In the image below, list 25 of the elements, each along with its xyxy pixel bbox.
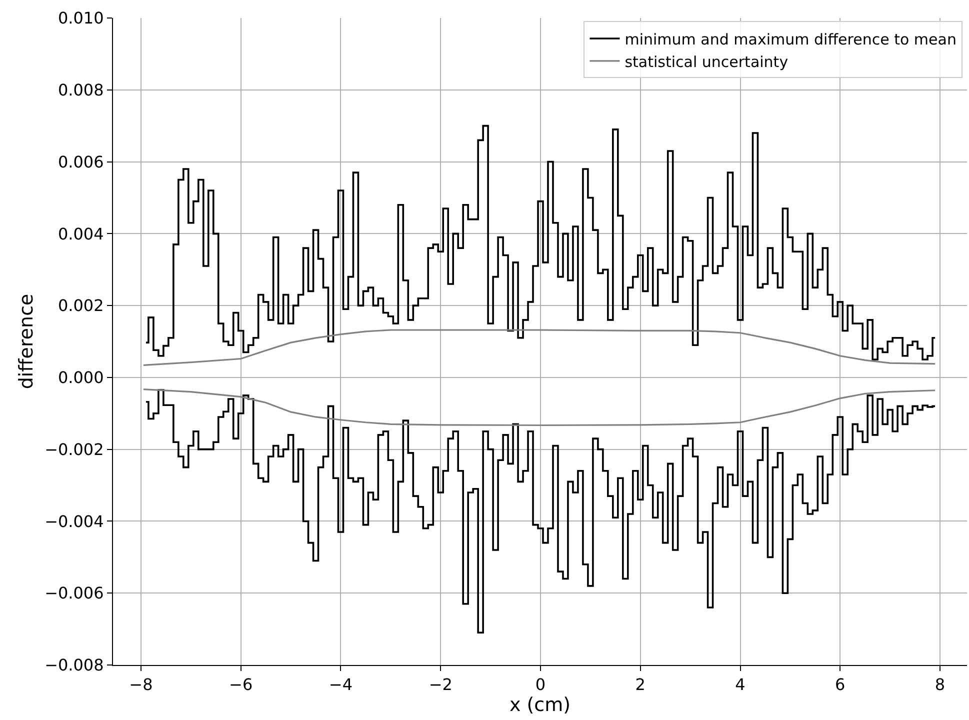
x-tick-label: 4	[735, 675, 746, 694]
x-axis-title: x (cm)	[509, 694, 571, 716]
y-tick-label: 0.002	[58, 296, 104, 316]
x-tick-label: 8	[934, 675, 946, 694]
y-tick-label: −0.008	[44, 656, 104, 675]
legend-label: statistical uncertainty	[624, 52, 788, 71]
y-tick-label: 0.010	[58, 8, 104, 28]
x-tick-label: −4	[328, 675, 353, 694]
x-tick-label: 6	[835, 675, 846, 694]
y-tick-label: −0.006	[44, 584, 104, 603]
y-tick-label: 0.006	[58, 152, 104, 172]
x-tick-label: 0	[535, 675, 546, 694]
line-series	[142, 388, 936, 426]
x-tick-label: −8	[129, 675, 153, 694]
y-tick-label: 0.004	[58, 224, 104, 244]
x-tick-label: −2	[428, 675, 452, 694]
x-tick-label: −6	[229, 675, 253, 694]
y-tick-label: 0.008	[58, 80, 104, 100]
y-axis-title: difference	[15, 294, 38, 390]
y-tick-label: −0.004	[44, 512, 104, 531]
y-tick-label: 0.000	[58, 368, 104, 388]
legend-label: minimum and maximum difference to mean	[624, 30, 956, 48]
x-tick-label: 2	[635, 675, 646, 694]
y-tick-label: −0.002	[44, 440, 104, 459]
line-series	[142, 329, 936, 366]
